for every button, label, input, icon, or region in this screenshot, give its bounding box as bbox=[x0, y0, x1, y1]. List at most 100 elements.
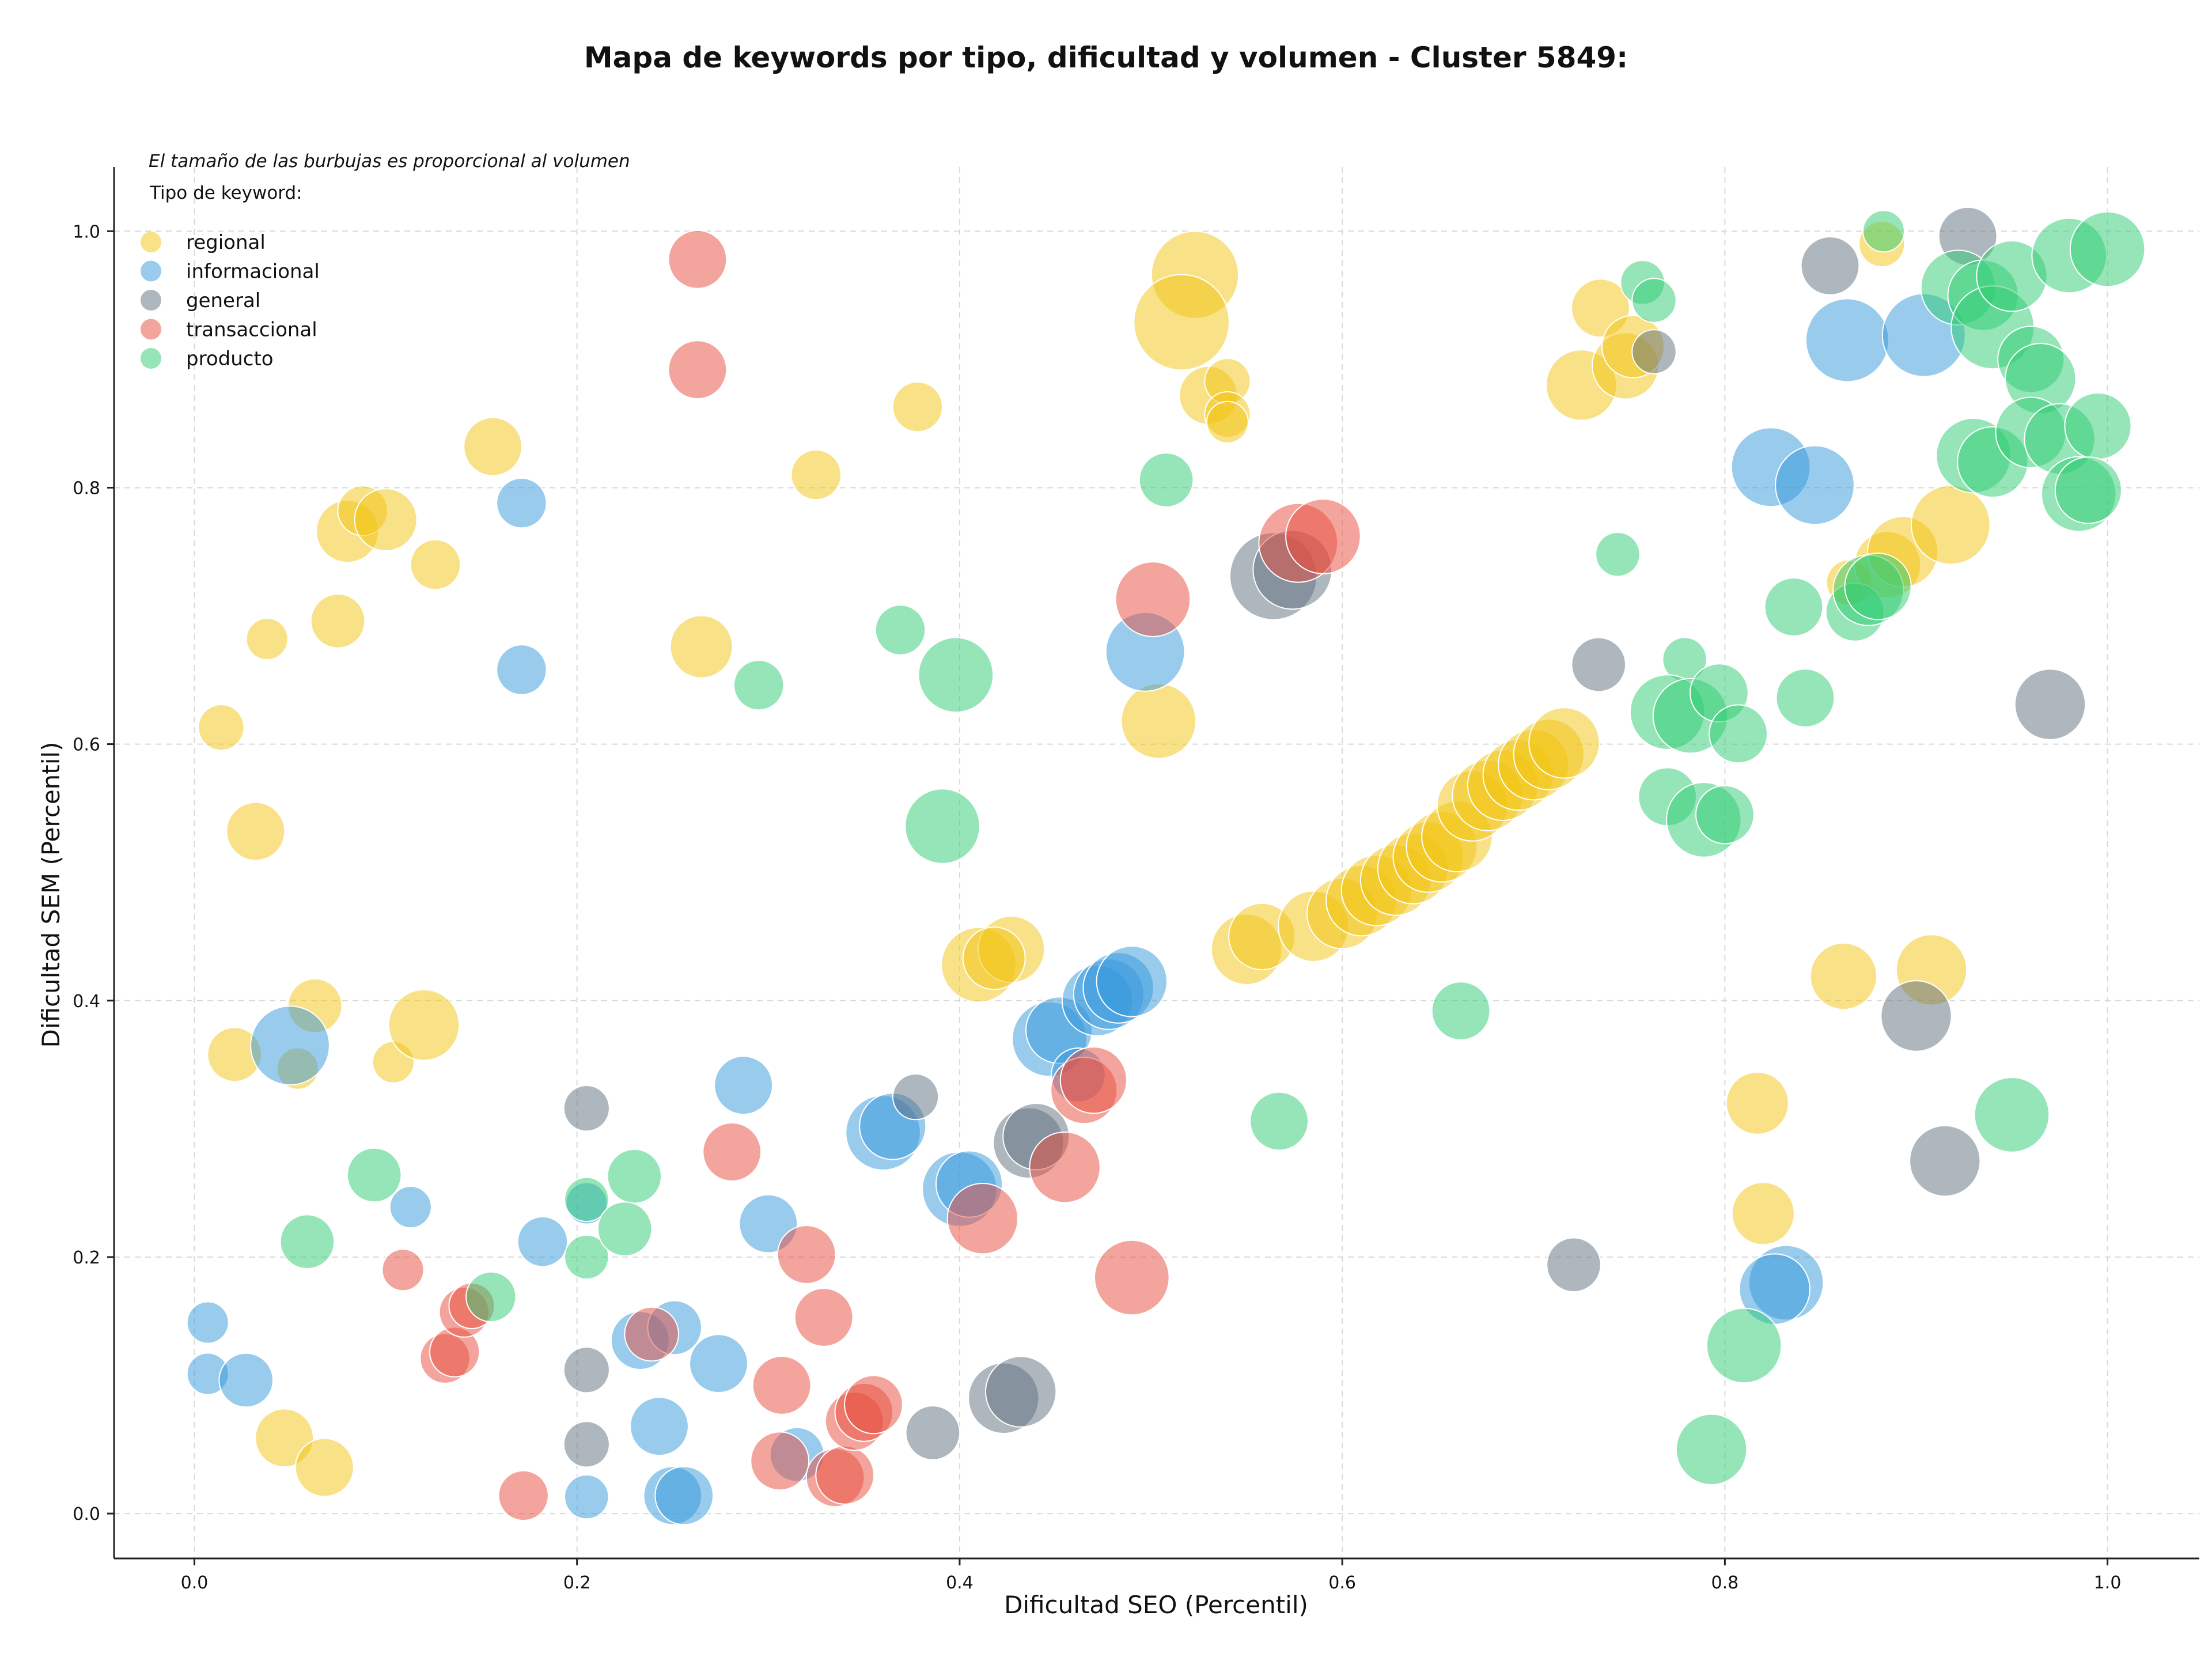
bubble-regional bbox=[1528, 707, 1600, 779]
axes: 0.0 0.2 0.4 0.6 0.8 1.0 0.0 0.2 0.4 0.6 0.8 1.0 bbox=[73, 167, 2199, 1593]
bubble-producto bbox=[279, 1214, 335, 1269]
bubble-general bbox=[563, 1421, 610, 1468]
bubble-informacional bbox=[630, 1397, 689, 1456]
y-axis-label: Dificultad SEM (Percentil) bbox=[37, 742, 65, 1048]
x-tick-label: 0.0 bbox=[181, 1573, 209, 1593]
chart-title: Mapa de keywords por tipo, dificultad y … bbox=[584, 41, 1628, 74]
bubble-general bbox=[1571, 637, 1626, 693]
bubble-transaccional bbox=[668, 340, 728, 400]
bubble-producto bbox=[1844, 553, 1912, 620]
legend: Tipo de keyword: regional informacional ge… bbox=[141, 183, 320, 370]
y-tick-label: 0.8 bbox=[73, 478, 100, 498]
bubble-transaccional bbox=[750, 1431, 810, 1491]
bubble-transaccional bbox=[1115, 561, 1191, 637]
bubble-producto bbox=[904, 788, 980, 864]
x-tick-label: 1.0 bbox=[2094, 1573, 2122, 1593]
bubble-producto bbox=[2054, 456, 2122, 524]
x-tick-label: 0.8 bbox=[1711, 1573, 1739, 1593]
y-tick-label: 0.0 bbox=[73, 1504, 100, 1524]
bubble-producto bbox=[1595, 532, 1641, 577]
bubble-producto bbox=[1709, 704, 1768, 764]
bubble-informacional bbox=[496, 478, 547, 529]
bubble-regional bbox=[1731, 1182, 1795, 1246]
bubble-general bbox=[563, 1085, 610, 1132]
grid bbox=[114, 167, 2199, 1558]
bubble-regional bbox=[255, 1408, 315, 1468]
bubble-informacional bbox=[1096, 945, 1168, 1017]
bubble-transaccional bbox=[1094, 1239, 1170, 1316]
bubble-informacional bbox=[654, 1466, 714, 1526]
bubble-regional bbox=[962, 926, 1026, 990]
bubble-regional bbox=[294, 1437, 354, 1497]
bubble-general bbox=[1631, 329, 1677, 374]
legend-marker-regional bbox=[141, 232, 161, 252]
bubble-informacional bbox=[389, 1186, 432, 1229]
bubble-general bbox=[2014, 668, 2086, 740]
bubble-regional bbox=[1725, 1071, 1789, 1135]
bubble-regional bbox=[198, 704, 245, 751]
bubble-regional bbox=[1809, 942, 1877, 1011]
bubble-producto bbox=[1631, 278, 1677, 323]
bubble-general bbox=[1880, 980, 1952, 1052]
bubble-regional bbox=[310, 593, 366, 649]
x-tick-label: 0.2 bbox=[563, 1573, 591, 1593]
bubble-producto bbox=[597, 1201, 653, 1257]
bubble-informacional bbox=[564, 1474, 609, 1520]
size-note: El tamaño de las burbujas es proporciona… bbox=[149, 151, 630, 172]
bubble-transaccional bbox=[752, 1356, 812, 1415]
bubble-informacional bbox=[186, 1301, 229, 1344]
x-axis-label: Dificultad SEO (Percentil) bbox=[1004, 1591, 1308, 1619]
legend-label-general: general bbox=[186, 289, 260, 312]
bubble-producto bbox=[564, 1176, 609, 1223]
bubble-producto bbox=[1764, 577, 1824, 637]
bubble-producto bbox=[1974, 1077, 2050, 1153]
bubble-regional bbox=[226, 801, 286, 861]
bubble-general bbox=[1800, 236, 1860, 296]
bubble-producto bbox=[1138, 452, 1194, 508]
legend-title: Tipo de keyword: bbox=[149, 183, 302, 203]
bubble-producto bbox=[2069, 211, 2146, 287]
bubble-regional bbox=[1206, 400, 1249, 444]
bubble-general bbox=[905, 1405, 961, 1461]
legend-label-informacional: informacional bbox=[186, 260, 320, 283]
bubble-producto bbox=[918, 637, 994, 713]
bubble-informacional bbox=[714, 1055, 773, 1115]
bubble-general bbox=[892, 1073, 940, 1121]
legend-label-producto: producto bbox=[186, 347, 274, 370]
bubble-producto bbox=[733, 660, 785, 711]
bubble-regional bbox=[1133, 274, 1230, 371]
bubble-transaccional bbox=[1059, 1046, 1128, 1114]
bubble-transaccional bbox=[1029, 1131, 1101, 1204]
bubble-producto bbox=[1695, 785, 1755, 845]
legend-marker-transaccional bbox=[141, 319, 161, 340]
bubble-producto bbox=[1862, 210, 1905, 253]
bubble-regional bbox=[354, 488, 418, 552]
legend-marker-producto bbox=[141, 348, 161, 369]
bubble-transaccional bbox=[1285, 498, 1361, 574]
bubble-general bbox=[563, 1346, 610, 1394]
bubble-transaccional bbox=[624, 1306, 679, 1362]
bubble-producto bbox=[1775, 668, 1835, 728]
bubble-regional bbox=[892, 381, 944, 433]
bubble-producto bbox=[607, 1148, 662, 1204]
bubble-informacional bbox=[517, 1216, 569, 1267]
bubble-regional bbox=[245, 618, 289, 661]
bubble-regional bbox=[1120, 683, 1197, 759]
bubbles bbox=[186, 206, 2146, 1526]
bubble-informacional bbox=[218, 1352, 274, 1408]
bubble-transaccional bbox=[498, 1470, 549, 1522]
bubble-regional bbox=[388, 989, 460, 1061]
bubble-producto bbox=[1249, 1091, 1309, 1151]
legend-label-regional: regional bbox=[186, 231, 266, 254]
bubble-general bbox=[985, 1356, 1057, 1428]
bubble-informacional bbox=[250, 1005, 330, 1086]
bubble-transaccional bbox=[946, 1183, 1019, 1255]
bubble-transaccional bbox=[844, 1375, 903, 1435]
bubble-transaccional bbox=[777, 1225, 836, 1284]
bubble-producto bbox=[874, 604, 926, 656]
y-tick-label: 0.4 bbox=[73, 992, 100, 1012]
bubble-regional bbox=[1910, 485, 1991, 565]
bubble-producto bbox=[1675, 1413, 1748, 1486]
x-tick-label: 0.6 bbox=[1328, 1573, 1356, 1593]
